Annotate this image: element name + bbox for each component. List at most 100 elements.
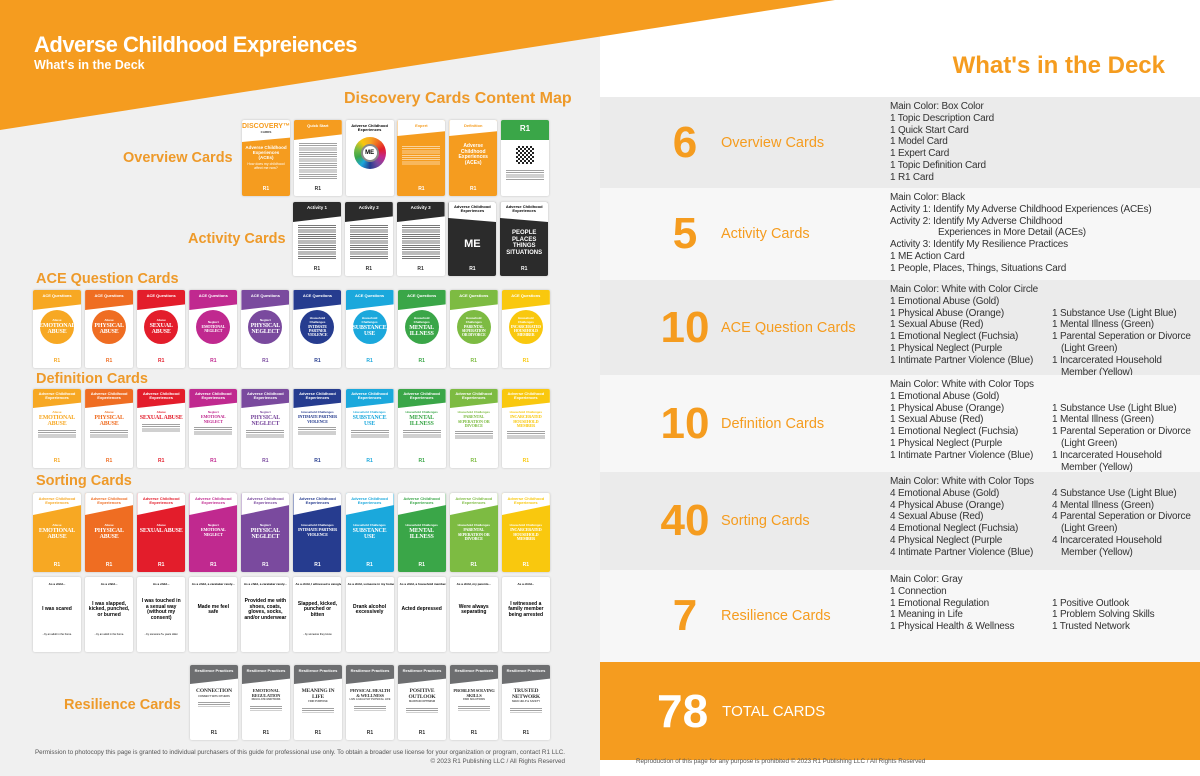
r1-logo-icon: R1: [262, 561, 269, 568]
topic-title: SUBSTANCE USE: [352, 324, 387, 337]
r1-logo-icon: R1: [522, 561, 530, 568]
deck-row-heading: Main Color: White with Color Tops: [890, 476, 1034, 487]
definition-card: Adverse Childhood Experiences Household C…: [449, 389, 498, 468]
detail-item: 1 Intimate Partner Violence (Blue): [890, 449, 1034, 461]
r1-logo-icon: R1: [470, 357, 477, 364]
card-header: Adverse Childhood Experiences: [85, 389, 134, 408]
r1-logo-icon: R1: [418, 185, 425, 192]
sorting-card: Adverse Childhood Experiences Abuse EMOTIO…: [33, 493, 81, 572]
card-text-lines: [298, 225, 336, 259]
definition-card: Adverse Childhood Experiences Neglect PHYS…: [241, 389, 290, 468]
card-text-lines: [505, 170, 544, 180]
deck-row-heading: Main Color: White with Color Tops: [890, 379, 1034, 390]
details-column-1: 4 Emotional Abuse (Gold) 4 Physical Abuse…: [890, 488, 1052, 559]
topic-circle: Household Challenges MENTAL ILLNESS: [404, 310, 439, 344]
resilience-card: Resilience Practices MEANING IN LIFE FIND …: [294, 665, 342, 740]
deck-title: What's in the Deck: [952, 52, 1165, 79]
detail-item: 1 Incarcerated Household Member (Yellow): [1052, 354, 1162, 378]
statement-text: Slapped, kicked, punched or bitten: [293, 586, 341, 634]
sorting-statement-card: As a child... I was touched in a sexual w…: [137, 577, 186, 652]
details-column-2: 1 Substance Use (Light Blue) 1 Mental Ill…: [1052, 391, 1198, 474]
deck-row-heading: Main Color: White with Color Circle: [890, 284, 1039, 295]
details-column-2: 4 Substance Use (Light Blue) 4 Mental Ill…: [1052, 488, 1198, 559]
model-center: ME: [360, 143, 379, 162]
r1-logo-icon: R1: [313, 265, 321, 272]
detail-item: 1 Substance Use (Light Blue): [1052, 402, 1177, 414]
topic-category: Neglect: [259, 410, 271, 414]
overview-card-r1: R1: [500, 120, 549, 196]
detail-item: 1 Emotional Abuse (Gold): [890, 390, 1000, 402]
card-text-lines: [402, 146, 441, 166]
resilience-title: EMOTIONAL REGULATION: [251, 688, 281, 698]
definition-card: Adverse Childhood Experiences Abuse PHYSIC…: [85, 389, 134, 468]
deck-row-columns: 4 Emotional Abuse (Gold) 4 Physical Abuse…: [890, 488, 1198, 559]
r1-logo-icon: R1: [470, 561, 477, 568]
statement-text: Provided me with shoes, coats, gloves, s…: [241, 586, 289, 634]
sorting-card: Adverse Childhood Experiences Neglect EMOT…: [189, 493, 238, 572]
card-header-text: Adverse Childhood Experiences: [38, 496, 76, 506]
copyright-note: © 2023 R1 Publishing LLC / All Rights Re…: [430, 758, 566, 765]
card-header: ACE Questions: [345, 290, 394, 310]
card-header: ACE Questions: [293, 290, 342, 310]
deck-row-count: 40: [660, 496, 710, 545]
resilience-card: Resilience Practices PROBLEM SOLVING SKIL…: [450, 665, 498, 740]
topic-category: Household Challenges: [301, 410, 334, 414]
sorting-statement-card: As a child, someone in my home... Drank a…: [345, 577, 394, 652]
category-sorting: Sorting Cards: [36, 473, 132, 489]
resilience-text-lines: [354, 705, 386, 711]
definition-card: Adverse Childhood Experiences Abuse SEXUAL…: [137, 389, 186, 468]
ace-question-card: ACE Questions Household Challenges PARENTA…: [449, 290, 498, 368]
card-header: Resilience Practices: [190, 665, 238, 684]
detail-item: 4 Physical Neglect (Purple: [890, 534, 1003, 546]
definition-text-lines: [298, 426, 337, 436]
reproduction-note: Reproduction of this page for any purpos…: [636, 758, 926, 765]
r1-logo-icon: R1: [53, 357, 61, 364]
detail-item: 1 Emotional Regulation: [890, 597, 989, 609]
statement-prompt: As a child, a household member...: [399, 583, 446, 586]
detail-item: 1 Topic Description Card: [890, 112, 994, 124]
topic-title: MENTAL ILLNESS: [409, 528, 434, 541]
brand-top: DISCOVERY™ CARDS: [242, 120, 290, 142]
resilience-text-lines: [406, 707, 438, 713]
brand-sub: CARDS: [260, 129, 272, 134]
sorting-statement-card: As a child... I was slapped, kicked, punc…: [85, 577, 134, 652]
detail-item: 1 Mental Illness (Green): [1052, 319, 1154, 331]
deck-row: 10 Definition Cards Main Color: White with…: [600, 375, 1200, 474]
definition-card: Adverse Childhood Experiences Household C…: [293, 389, 342, 468]
card-header-text: Adverse Childhood Experiences: [351, 496, 388, 506]
topic-title: INCARCERATED HOUSEHOLD MEMBER: [510, 414, 542, 428]
card-header: Adverse Childhood Experiences: [345, 389, 394, 408]
details-column-1: 1 Emotional Abuse (Gold) 1 Physical Abuse…: [890, 296, 1052, 379]
topic-category: Abuse: [104, 317, 114, 322]
resilience-text-lines: [510, 707, 542, 713]
topic-title: EMOTIONAL NEGLECT: [201, 324, 226, 334]
topic-title: INTIMATE PARTNER VIOLENCE: [307, 323, 328, 337]
page-title: Adverse Childhood Expreiences: [34, 32, 357, 57]
ace-question-card: ACE Questions Household Challenges SUBSTAN…: [345, 290, 394, 368]
card-title: Adverse Childhood Experiences (ACEs): [245, 145, 287, 160]
card-header-text: Adverse Childhood Experiences: [455, 496, 493, 506]
activity-card-dark: Adverse Childhood Experiences PEOPLE PLAC…: [500, 202, 549, 276]
overview-card-quick-start: Quick Start R1: [293, 120, 342, 196]
detail-item: 4 Parental Seperation or Divorce (Light …: [1052, 511, 1191, 535]
ace-question-card: ACE Questions Abuse PHYSICAL ABUSE R1: [85, 290, 134, 368]
statement-suffix: ...by someone 5+ years older.: [144, 633, 179, 637]
overview-card-discovery: DISCOVERY™ CARDS Adverse Childhood Experie…: [242, 120, 290, 196]
deck-row-count: 5: [672, 209, 698, 258]
r1-logo-icon: R1: [157, 457, 165, 464]
deck-row-columns: 1 Topic Description Card 1 Quick Start Ca…: [890, 113, 1198, 184]
r1-logo-icon: R1: [470, 457, 477, 464]
sorting-statement-card: As a child, a household member... Acted d…: [397, 577, 446, 652]
r1-logo-icon: R1: [418, 357, 425, 364]
topic-category: Abuse: [156, 410, 166, 414]
deck-row-columns: 1 Emotional Abuse (Gold) 1 Physical Abuse…: [890, 391, 1198, 474]
definition-text-lines: [142, 424, 181, 434]
topic-category: Abuse: [156, 523, 166, 527]
r1-logo-icon: R1: [418, 561, 425, 568]
deck-row-label: Overview Cards: [721, 134, 825, 151]
card-header: Adverse Childhood Experiences: [345, 493, 394, 515]
r1-logo-icon: R1: [418, 729, 426, 736]
topic-circle: Household Challenges SUBSTANCE USE: [352, 310, 387, 344]
sorting-card: Adverse Childhood Experiences Abuse PHYSIC…: [85, 493, 134, 572]
topic-circle: Abuse SEXUAL ABUSE: [144, 310, 179, 344]
